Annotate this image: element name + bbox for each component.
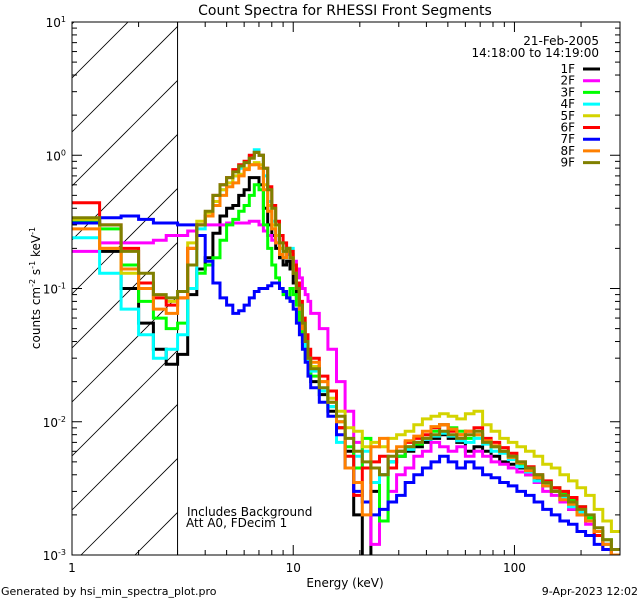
footer-generated-by: Generated by hsi_min_spectra_plot.pro: [1, 585, 217, 598]
y-axis-label: counts cm-2 s-1 keV-1: [28, 227, 43, 349]
legend-label: 4F: [560, 97, 575, 111]
hatch-line: [72, 403, 178, 511]
x-tick-label: 10: [286, 561, 301, 575]
legend-item-6F: 6F: [560, 121, 600, 135]
x-axis-label: Energy (keV): [306, 576, 383, 590]
y-tick-label: 101: [46, 15, 66, 30]
legend-label: 2F: [560, 74, 575, 88]
chart-title: Count Spectra for RHESSI Front Segments: [198, 3, 492, 19]
legend-label: 1F: [560, 62, 575, 76]
hatch-line: [72, 25, 178, 133]
legend-item-5F: 5F: [560, 109, 600, 123]
legend-label: 5F: [560, 109, 575, 123]
series-4F-line: [72, 148, 620, 555]
y-tick-label: 10-2: [43, 415, 66, 430]
series-9F-line: [72, 150, 620, 551]
hatch-line: [72, 349, 178, 457]
y-tick-label: 100: [46, 148, 66, 163]
footer-timestamp: 9-Apr-2023 12:02: [542, 585, 638, 598]
hatch-line: [72, 79, 178, 187]
legend-item-2F: 2F: [560, 74, 600, 88]
hatch-line: [80, 457, 178, 555]
y-tick-label: 10-1: [43, 282, 66, 297]
legend-item-4F: 4F: [560, 97, 600, 111]
annotation-background: Includes Background: [187, 505, 312, 519]
hatch-line: [134, 511, 178, 555]
x-tick-label: 100: [503, 561, 526, 575]
legend-item-8F: 8F: [560, 144, 600, 158]
legend-label: 9F: [560, 156, 575, 170]
hatch-line: [72, 241, 178, 349]
legend-item-7F: 7F: [560, 132, 600, 146]
time-range-label: 14:18:00 to 14:19:00: [472, 46, 599, 60]
y-tick-label: 10-3: [43, 548, 66, 563]
legend-label: 7F: [560, 132, 575, 146]
hatch-line: [72, 22, 129, 79]
series-2F-line: [72, 219, 620, 555]
legend-label: 6F: [560, 121, 575, 135]
legend-label: 8F: [560, 144, 575, 158]
hatch-line: [72, 133, 178, 241]
date-label: 21-Feb-2005: [523, 34, 599, 48]
series-7F-line: [72, 214, 620, 555]
legend-label: 3F: [560, 85, 575, 99]
legend-item-1F: 1F: [560, 62, 600, 76]
legend-item-3F: 3F: [560, 85, 600, 99]
x-tick-label: 1: [68, 561, 76, 575]
series-1F-line: [72, 176, 620, 555]
legend-item-9F: 9F: [560, 156, 600, 170]
annotation-attenuator: Att A0, FDecim 1: [186, 516, 287, 530]
hatch-line: [72, 187, 178, 295]
